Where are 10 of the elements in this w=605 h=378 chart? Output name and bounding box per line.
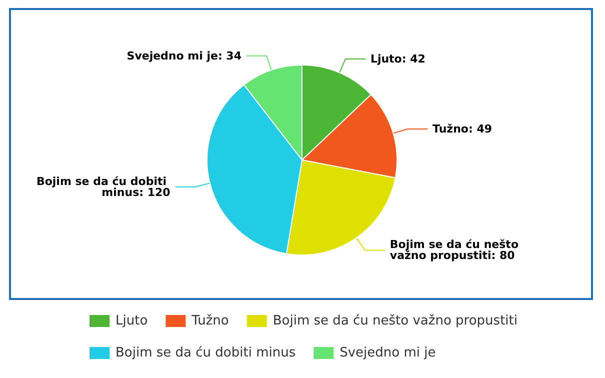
legend-label: Tužno [190, 314, 229, 328]
data-label: Svejedno mi je: 34 [126, 49, 242, 62]
data-label: Bojim se da ću nešto važno propustiti: 80 [390, 238, 522, 262]
legend-label: Bojim se da ću nešto važno propustiti [272, 314, 518, 328]
legend-label: Bojim se da ću dobiti minus [116, 346, 296, 360]
data-label: Ljuto: 42 [370, 52, 426, 66]
data-label: Tužno: 49 [432, 122, 492, 136]
legend-label: Ljuto [116, 314, 148, 328]
data-label: Bojim se da ću dobiti minus: 120 [36, 174, 171, 199]
legend-label: Svejedno mi je [340, 346, 436, 360]
